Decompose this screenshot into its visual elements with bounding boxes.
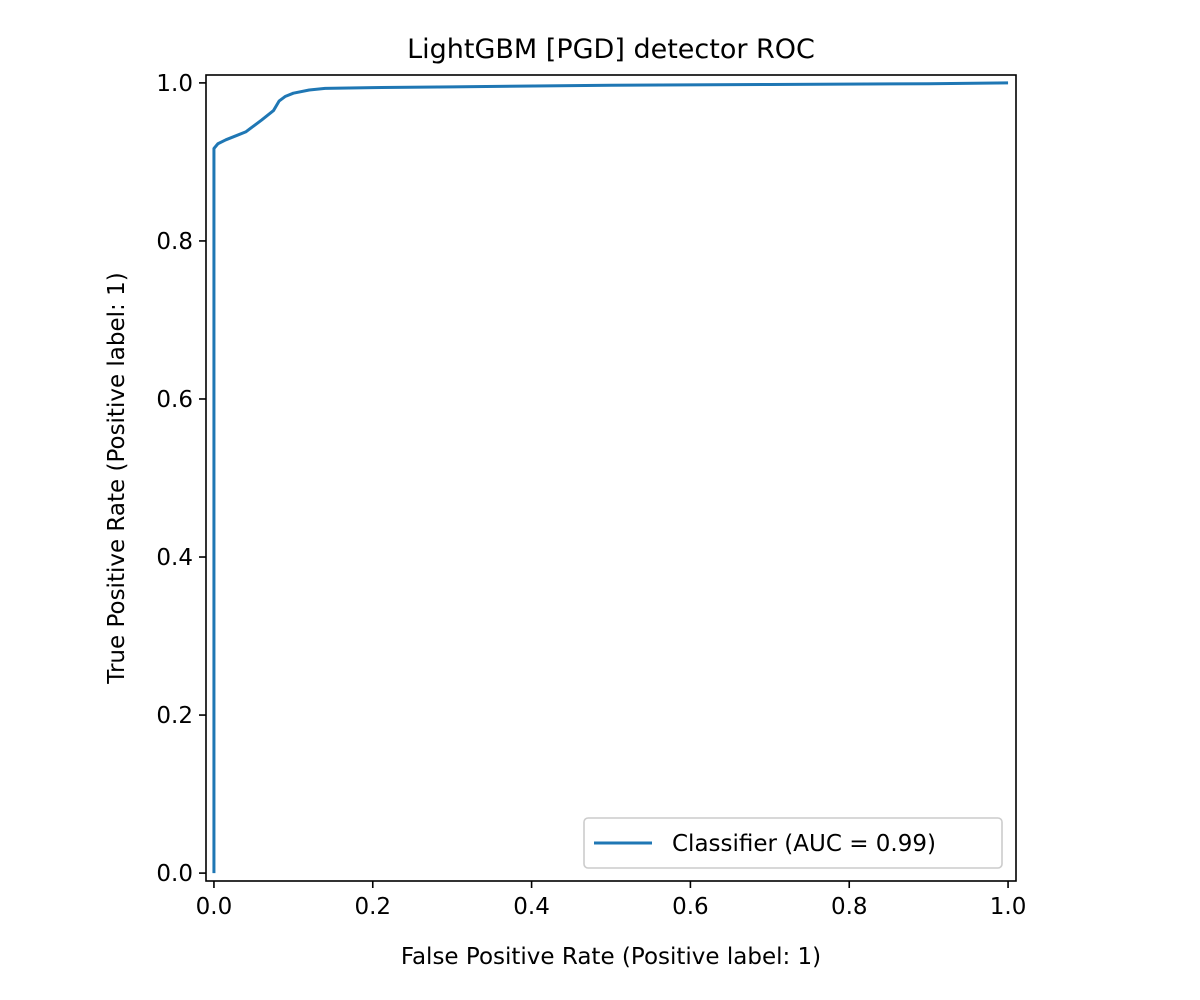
axes-frame: [205, 74, 1017, 882]
legend-entry-label: Classifier (AUC = 0.99): [672, 831, 936, 857]
x-tick-label: 1.0: [990, 894, 1027, 920]
series-line-0: [212, 81, 1009, 874]
y-tick-label: 1.0: [156, 71, 193, 97]
x-axis-ticks: 0.0 0.2 0.4 0.6 0.8 1.0: [196, 881, 1027, 920]
y-tick-label: 0.4: [156, 545, 193, 571]
x-tick-label: 0.0: [196, 894, 233, 920]
y-axis-label: True Positive Rate (Positive label: 1): [104, 272, 130, 684]
x-tick-label: 0.6: [672, 894, 709, 920]
x-tick-label: 0.4: [513, 894, 550, 920]
legend-frame: [583, 817, 1003, 869]
axes-background: [206, 75, 1016, 881]
y-tick-label: 0.2: [156, 703, 193, 729]
y-axis-ticks: 0.0 0.2 0.4 0.6 0.8 1.0: [156, 71, 206, 887]
y-tick-label: 0.0: [156, 861, 193, 887]
y-tick-label: 0.6: [156, 387, 193, 413]
y-tick-label: 0.8: [156, 229, 193, 255]
x-tick-label: 0.8: [831, 894, 868, 920]
series-layer: [212, 81, 1009, 874]
chart-title: LightGBM [PGD] detector ROC: [407, 34, 815, 65]
legend: Classifier (AUC = 0.99): [583, 817, 1003, 869]
x-axis-label: False Positive Rate (Positive label: 1): [401, 944, 821, 970]
x-tick-label: 0.2: [354, 894, 391, 920]
plot-area: [205, 74, 1017, 882]
